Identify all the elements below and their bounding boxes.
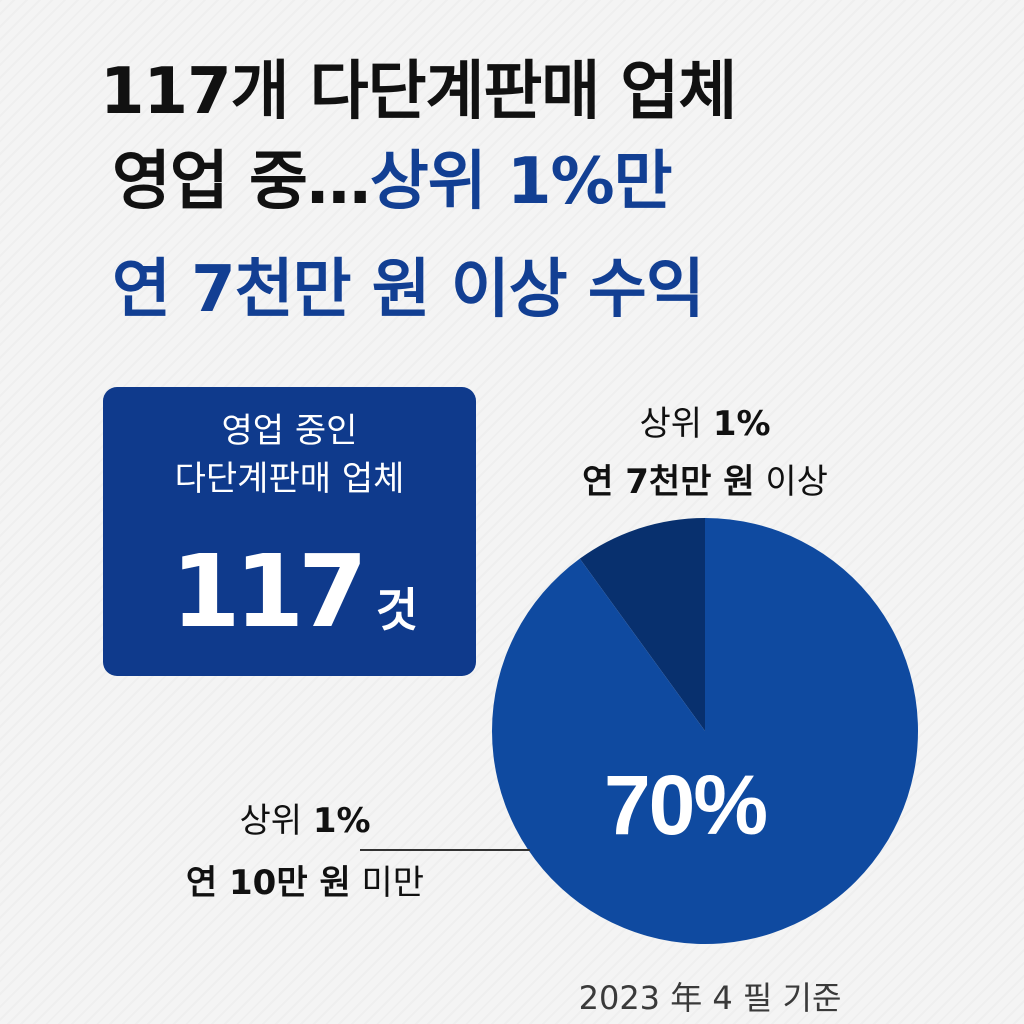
- pie-label-left-line-2-normal: 미만: [350, 863, 425, 903]
- pie-slice-1: [579, 518, 705, 731]
- headline-line-2-black: 영업 중…: [112, 145, 371, 219]
- pie-label-top-line-1: 상위 1%: [540, 395, 870, 453]
- pie-slices: [491, 518, 918, 944]
- pie-label-top: 상위 1% 연 7천만 원 이상: [540, 395, 870, 511]
- date-footnote: 2023 年 4 필 기준: [578, 979, 842, 1017]
- pie-label-top-line-1-bold: 1%: [712, 404, 771, 444]
- headline-line-3: 연 7천만 원 이상 수익: [112, 253, 705, 327]
- headline-line-1: 117개 다단계판매 업체: [100, 55, 737, 129]
- count-box-unit: 것: [375, 583, 419, 637]
- count-box-line-1: 영업 중인: [221, 411, 358, 451]
- pie-label-left-line-2: 연 10만 원 미만: [150, 852, 460, 914]
- count-box-line-2: 다단계판매 업체: [174, 459, 405, 499]
- pie-label-left: 상위 1% 연 10만 원 미만: [150, 790, 460, 914]
- pie-label-left-line-1-bold: 1%: [312, 801, 371, 841]
- headline-line-2: 영업 중…상위 1%만: [112, 142, 672, 222]
- pie-label-top-line-2-bold: 연 7천만 원: [582, 462, 755, 502]
- pie-data-label: 70%: [604, 758, 766, 852]
- headline: 117개 다단계판매 업체 영업 중…상위 1%만 연 7천만 원 이상 수익: [0, 0, 1024, 350]
- headline-line-2-blue: 상위 1%만: [369, 145, 673, 219]
- pie-label-top-line-2-normal: 이상: [754, 462, 828, 502]
- pie-label-top-line-2: 연 7천만 원 이상: [540, 453, 870, 511]
- pie-label-left-line-2-bold: 연 10만 원: [185, 863, 351, 903]
- pie-slice-2: [491, 518, 918, 944]
- pie-label-leader-line: [360, 849, 530, 851]
- pie-chart: 70%: [491, 518, 918, 944]
- pie-label-left-line-1-normal: 상위: [239, 801, 313, 841]
- pie-label-top-line-1-normal: 상위: [639, 404, 713, 444]
- count-box-number: 117: [171, 533, 368, 650]
- pie-label-left-line-1: 상위 1%: [150, 790, 460, 852]
- company-count-box: 영업 중인 다단계판매 업체 117 것: [103, 387, 476, 676]
- count-box-figure: 117 것: [171, 537, 418, 665]
